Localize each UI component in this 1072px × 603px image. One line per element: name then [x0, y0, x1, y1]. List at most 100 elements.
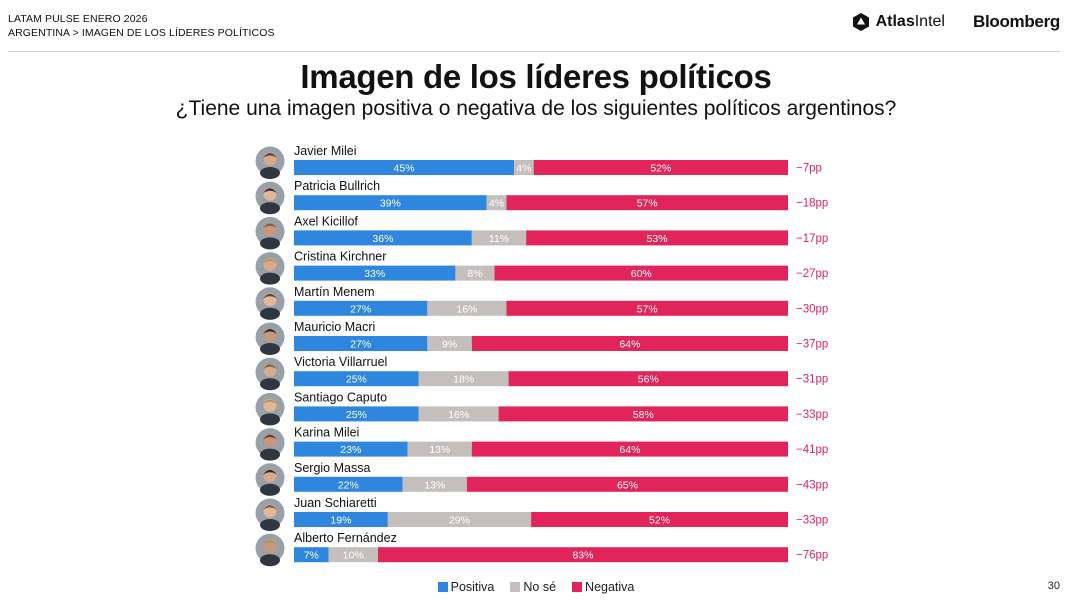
data-label-negative: 64%: [619, 339, 640, 351]
bar-positive: [294, 230, 472, 246]
bar-negative: [466, 476, 788, 492]
bar-unknown: [402, 476, 467, 492]
legend-item-unknown: No sé: [510, 580, 556, 594]
avatar-shoulders: [260, 307, 280, 320]
bar-negative: [377, 547, 788, 563]
net-label: −37pp: [796, 339, 828, 351]
bar-positive: [294, 195, 487, 211]
report-series: LATAM PULSE ENERO 2026: [8, 13, 148, 25]
legend-label-negative: Negativa: [585, 580, 635, 594]
leader-name: Mauricio Macri: [294, 320, 375, 334]
page-number: 30: [1047, 580, 1060, 592]
bar-negative: [526, 230, 788, 246]
leader-name: Karina Milei: [294, 426, 359, 440]
data-label-positive: 25%: [346, 374, 367, 386]
data-label-negative: 57%: [637, 198, 658, 210]
net-label: −18pp: [796, 198, 828, 210]
bar-positive: [294, 160, 515, 175]
data-label-unknown: 13%: [429, 444, 450, 456]
net-label: −17pp: [796, 233, 828, 245]
avatar-hair: [263, 153, 277, 158]
bar-unknown: [328, 547, 378, 563]
bar-positive: [294, 547, 329, 563]
avatar-shoulders: [260, 413, 280, 426]
bar-positive: [294, 476, 403, 492]
bloomberg-logo: Bloomberg: [972, 12, 1060, 31]
net-label: −30pp: [796, 303, 828, 315]
avatar-hair: [263, 434, 277, 440]
data-label-positive: 27%: [350, 303, 371, 315]
data-label-unknown: 29%: [449, 515, 470, 527]
data-label-positive: 25%: [346, 409, 367, 421]
leader-name: Cristina Kirchner: [294, 250, 386, 264]
leader-name: Javier Milei: [294, 144, 357, 158]
bar-positive: [294, 371, 419, 387]
bar-negative: [498, 406, 788, 422]
avatar-hair: [263, 329, 277, 334]
chart-title: Imagen de los líderes políticos: [300, 58, 772, 95]
data-label-positive: 7%: [304, 550, 319, 562]
leader-name: Martín Menem: [294, 285, 375, 299]
data-label-unknown: 18%: [453, 374, 474, 386]
data-label-positive: 33%: [364, 268, 385, 280]
data-label-negative: 56%: [638, 374, 659, 386]
net-label: −41pp: [796, 444, 828, 456]
avatar-hair: [263, 293, 277, 299]
leader-name: Santiago Caputo: [294, 390, 387, 404]
atlas-logo-bold: Atlas: [875, 13, 915, 30]
data-label-positive: 45%: [394, 163, 415, 175]
bar-negative: [533, 160, 788, 175]
leader-name: Patricia Bullrich: [294, 179, 380, 193]
bar-negative: [494, 265, 788, 281]
logos: AtlasIntel Bloomberg: [851, 12, 1060, 32]
bar-positive: [294, 441, 408, 457]
net-label: −31pp: [796, 374, 828, 386]
net-label: −33pp: [796, 515, 828, 527]
avatar-hair: [263, 505, 277, 510]
bar-negative: [471, 441, 788, 457]
bar-positive: [294, 336, 428, 351]
legend-item-negative: Negativa: [572, 580, 634, 594]
data-label-negative: 57%: [637, 303, 658, 315]
legend-label-positive: Positiva: [450, 580, 495, 594]
avatar-hair: [263, 364, 277, 370]
atlas-logo-light: Intel: [914, 13, 945, 30]
avatar-shoulders: [260, 343, 280, 355]
leader-name: Sergio Massa: [294, 461, 370, 475]
atlasintel-logo-icon: [852, 13, 869, 31]
data-label-unknown: 8%: [467, 268, 482, 280]
bar-negative: [531, 512, 788, 527]
avatar-shoulders: [260, 237, 280, 250]
avatar-shoulders: [260, 554, 280, 567]
avatar-shoulders: [260, 483, 280, 496]
legend-swatch-positive: [437, 582, 448, 592]
bar-unknown: [418, 371, 509, 387]
leader-name: Victoria Villarruel: [294, 355, 387, 369]
data-label-positive: 23%: [340, 444, 361, 456]
data-label-positive: 22%: [338, 479, 359, 491]
net-label: −76pp: [796, 550, 828, 562]
data-label-unknown: 4%: [516, 163, 531, 175]
header-divider: [8, 51, 1060, 52]
avatar-shoulders: [260, 519, 280, 531]
leader-name: Axel Kicillof: [294, 214, 358, 228]
chart-legend: Positiva No sé Negativa: [0, 580, 1072, 594]
breadcrumb: ARGENTINA > IMAGEN DE LOS LÍDERES POLÍTI…: [8, 27, 275, 39]
bar-unknown: [471, 230, 527, 246]
avatar-shoulders: [260, 378, 280, 391]
data-label-unknown: 16%: [456, 303, 477, 315]
data-label-negative: 53%: [647, 233, 668, 245]
data-label-unknown: 4%: [489, 198, 504, 210]
avatar-shoulders: [260, 272, 280, 285]
bar-negative: [506, 300, 788, 316]
data-label-unknown: 9%: [442, 339, 457, 351]
bar-unknown: [455, 265, 495, 281]
bar-positive: [294, 406, 419, 422]
bar-negative: [471, 336, 788, 351]
bar-unknown: [427, 300, 507, 316]
avatar-shoulders: [260, 448, 280, 461]
legend-label-unknown: No sé: [523, 580, 557, 594]
avatar-hair: [263, 399, 277, 405]
bar-positive: [294, 300, 428, 316]
